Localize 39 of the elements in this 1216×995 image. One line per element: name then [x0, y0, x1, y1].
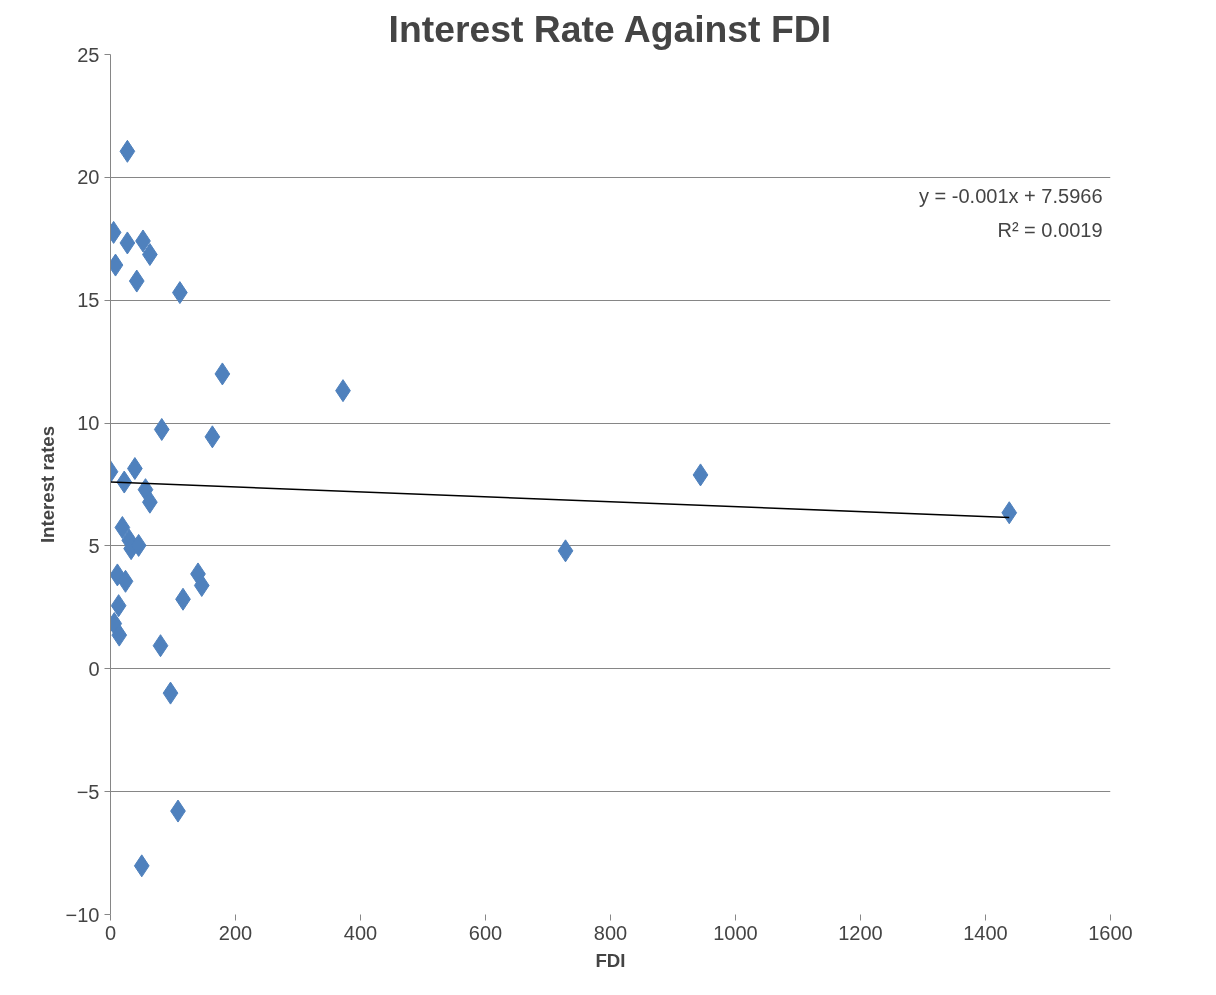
- point: [557, 539, 574, 563]
- point: [111, 623, 128, 647]
- y-axis-title: Interest rates: [36, 425, 58, 544]
- point: [214, 362, 231, 386]
- x-tick-label: 1400: [963, 921, 1008, 944]
- x-tick-label: 1000: [713, 921, 758, 944]
- x-tick-label: 1200: [838, 921, 883, 944]
- x-tick-label: 1600: [1088, 921, 1133, 944]
- y-tick-label: 5: [88, 534, 100, 557]
- y-tick-label: −10: [65, 903, 100, 926]
- point: [152, 634, 169, 658]
- x-tick-label: 600: [468, 921, 503, 944]
- point: [114, 516, 131, 539]
- point: [119, 139, 136, 163]
- x-axis-title: FDI: [595, 949, 626, 971]
- annotation: y = -0.001x + 7.5966: [919, 185, 1103, 208]
- point: [162, 681, 179, 705]
- point: [128, 269, 145, 293]
- y-tick-label: −5: [76, 780, 100, 803]
- x-tick-label: 200: [218, 921, 253, 944]
- point: [119, 231, 136, 255]
- chart-title: Interest Rate Against FDI: [388, 7, 832, 50]
- x-tick-label: 400: [343, 921, 378, 944]
- point: [204, 425, 221, 449]
- point: [117, 569, 134, 593]
- x-tick-label: 0: [104, 921, 117, 944]
- y-tick-label: 10: [77, 412, 100, 435]
- x-tick-label: 800: [593, 921, 628, 944]
- point: [110, 594, 127, 618]
- y-tick-label: 25: [77, 43, 100, 66]
- y-tick-label: 20: [77, 166, 100, 189]
- y-tick-label: 0: [88, 657, 100, 680]
- point: [692, 463, 709, 487]
- annotation: R² = 0.0019: [997, 219, 1103, 242]
- point: [153, 417, 170, 441]
- point: [133, 854, 150, 878]
- point: [116, 470, 133, 494]
- y-tick-label: 15: [77, 289, 100, 312]
- point: [1001, 501, 1018, 525]
